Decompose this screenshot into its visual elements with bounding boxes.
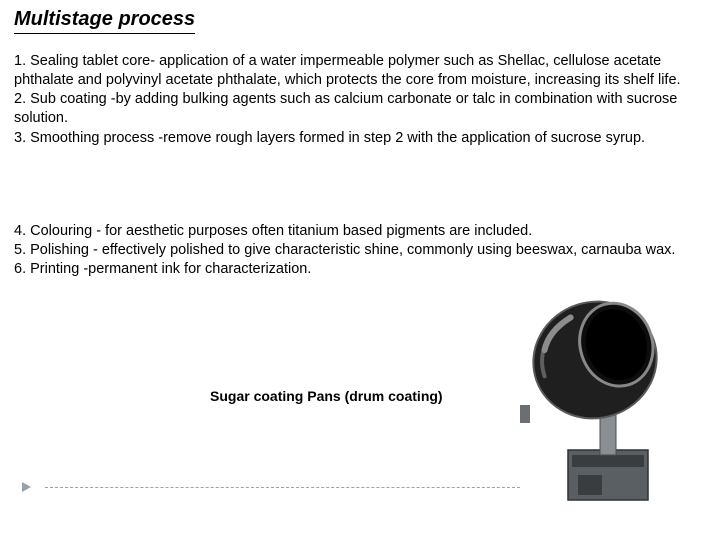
process-steps-1-3: 1. Sealing tablet core- application of a… bbox=[14, 52, 706, 148]
coating-pan-image bbox=[500, 300, 685, 505]
page-title: Multistage process bbox=[14, 8, 195, 34]
divider-line bbox=[45, 487, 520, 488]
process-steps-4-6: 4. Colouring - for aesthetic purposes of… bbox=[14, 222, 706, 279]
image-caption: Sugar coating Pans (drum coating) bbox=[210, 388, 443, 404]
slide-arrow-icon bbox=[22, 482, 31, 492]
